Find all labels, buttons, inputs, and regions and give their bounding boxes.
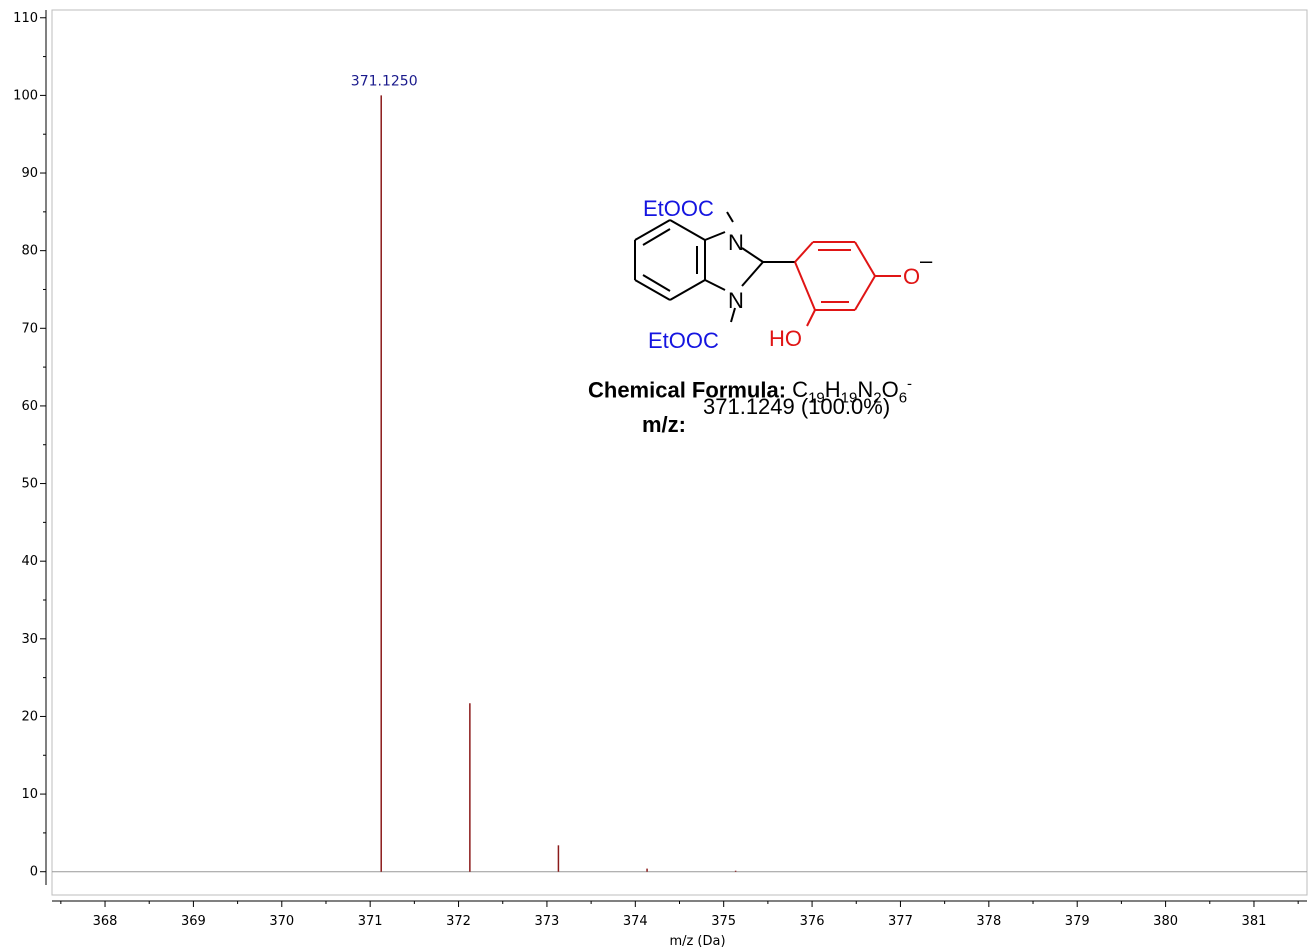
ester-bottom-label: EtOOC (648, 328, 719, 353)
y-tick-label-70: 70 (21, 321, 38, 336)
molecule-structure: EtOOC N N EtOOC HO O – (634, 196, 933, 353)
y-tick-label-100: 100 (13, 88, 38, 103)
benzo-ring (634, 211, 764, 323)
y-tick-label-110: 110 (13, 11, 38, 26)
y-tick-label-0: 0 (30, 865, 38, 880)
chemical-formula-label: Chemical Formula: (588, 377, 787, 403)
mz-line: m/z: (642, 412, 686, 438)
y-tick-label-90: 90 (21, 166, 38, 181)
x-axis: 368 369 370 371 372 373 374 375 376 377 378 379 380 3… (52, 900, 1307, 929)
y-tick-label-50: 50 (21, 477, 38, 492)
mz-label: m/z: (642, 412, 686, 437)
x-tick-label-373: 373 (535, 914, 560, 929)
negative-charge: – (920, 248, 933, 273)
mz-value: 371.1249 (100.0%) (703, 394, 891, 419)
oxide-label: O (903, 264, 920, 289)
x-tick-label-378: 378 (976, 914, 1001, 929)
y-tick-label-60: 60 (21, 399, 38, 414)
x-tick-label-381: 381 (1242, 914, 1267, 929)
n-bottom-label: N (728, 288, 744, 313)
x-tick-label-369: 369 (181, 914, 206, 929)
hydroxyl-label: HO (769, 326, 802, 351)
n-top-label: N (728, 230, 744, 255)
y-tick-label-40: 40 (21, 554, 38, 569)
x-tick-label-375: 375 (711, 914, 736, 929)
peak-labels: 371.1250 (351, 73, 418, 89)
x-tick-label-371: 371 (358, 914, 383, 929)
x-tick-label-368: 368 (93, 914, 118, 929)
y-tick-label-10: 10 (21, 787, 38, 802)
x-tick-label-379: 379 (1065, 914, 1090, 929)
peak-bars (380, 95, 737, 872)
plot-frame (51, 9, 1308, 896)
ester-top-label: EtOOC (643, 196, 714, 221)
x-tick-label-376: 376 (800, 914, 825, 929)
chemical-formula-line: Chemical Formula: C19H19N2O6- (588, 376, 912, 407)
peak-label-0: 371.1250 (351, 73, 418, 89)
x-tick-label-380: 380 (1153, 914, 1178, 929)
x-tick-label-370: 370 (269, 914, 294, 929)
plot-border (51, 9, 1308, 896)
phenol-ring (794, 241, 901, 327)
y-tick-label-20: 20 (21, 709, 38, 724)
x-tick-label-377: 377 (888, 914, 913, 929)
chemical-formula-value: C19H19N2O6- (792, 376, 913, 407)
x-axis-title: m/z (Da) (669, 934, 725, 949)
y-axis: 0 10 20 30 40 50 60 70 80 90 100 110 (13, 10, 47, 885)
y-tick-label-80: 80 (21, 244, 38, 259)
x-tick-label-374: 374 (623, 914, 648, 929)
y-tick-label-30: 30 (21, 632, 38, 647)
x-tick-label-372: 372 (446, 914, 471, 929)
